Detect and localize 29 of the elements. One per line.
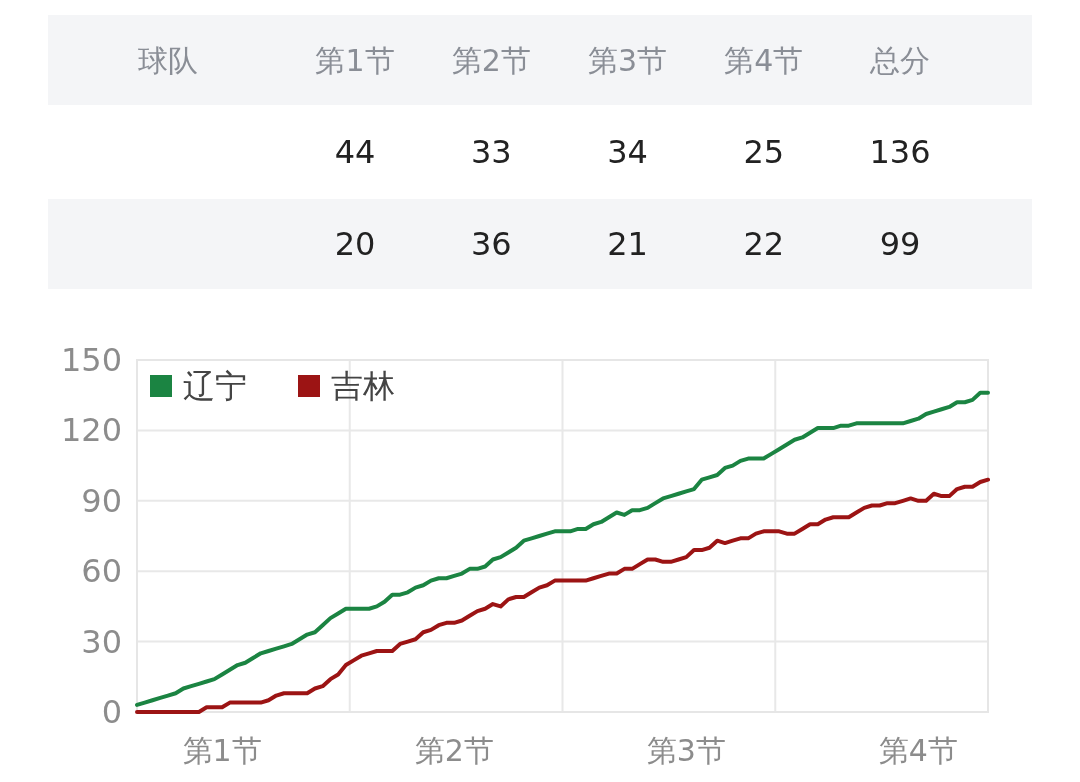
- legend-label: 辽宁: [183, 367, 247, 405]
- y-tick-label: 150: [60, 341, 122, 379]
- x-tick-label: 第4节: [878, 732, 958, 768]
- y-tick-label: 30: [81, 622, 122, 661]
- x-tick-label: 第1节: [182, 732, 262, 768]
- data-label: 44: [334, 133, 376, 171]
- data-label: 34: [607, 133, 648, 171]
- category-label: 总分: [869, 42, 930, 78]
- data-label: 136: [869, 133, 931, 171]
- category-label: 第3节: [587, 42, 668, 78]
- category-label: 第2节: [451, 42, 531, 78]
- x-tick-label: 第3节: [646, 732, 726, 768]
- y-tick-label: 120: [60, 411, 122, 450]
- data-label: 25: [743, 133, 785, 171]
- data-label: 36: [470, 225, 512, 263]
- data-label: 20: [334, 225, 376, 263]
- category-label: 第4节: [724, 42, 804, 78]
- y-tick-label: 0: [101, 693, 122, 731]
- line-series: [135, 477, 990, 714]
- data-label: 22: [743, 225, 785, 263]
- y-tick-label: 60: [81, 552, 122, 591]
- legend-title: 球队: [138, 42, 198, 78]
- legend-label: 吉林: [331, 367, 395, 405]
- y-tick-label: 90: [81, 481, 122, 520]
- data-label: 21: [607, 225, 648, 263]
- data-label: 99: [879, 225, 921, 263]
- data-label: 33: [470, 133, 512, 171]
- x-tick-label: 第2节: [414, 732, 494, 768]
- category-label: 第1节: [315, 42, 395, 78]
